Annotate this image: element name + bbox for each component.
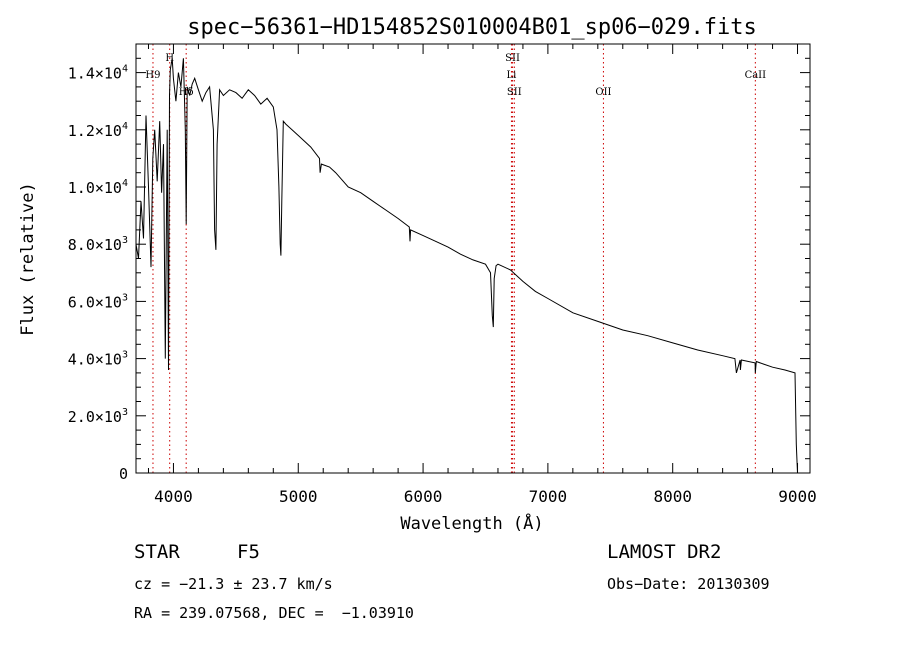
line-marker-label-4: Li [507, 70, 517, 81]
y-axis: 0 2.0×103 4.0×103 6.0×103 8.0×103 1.0×104 1.2×… [68, 57, 810, 483]
x-tick-label-0: 4000 [154, 487, 193, 506]
object-subclass: F5 [237, 541, 260, 563]
y-tick-label-4: 8.0×103 [68, 235, 128, 254]
line-marker-label-1: H [165, 53, 174, 64]
coordinates: RA = 239.07568, DEC = −1.03910 [134, 604, 414, 622]
survey-name: LAMOST DR2 [607, 541, 722, 563]
line-marker-label-3: SII [505, 53, 520, 64]
line-marker-label-2: Hδ [179, 87, 194, 98]
line-marker-label-6: OII [595, 87, 611, 98]
plot-frame [135, 43, 811, 474]
line-marker-label-5: SII [507, 87, 522, 98]
x-tick-label-5: 9000 [778, 487, 817, 506]
line-marker-label-0: H9 [145, 70, 160, 81]
y-tick-label-1: 2.0×103 [68, 407, 128, 426]
spectrum-line [135, 58, 798, 474]
x-tick-label-3: 7000 [529, 487, 568, 506]
y-axis-label: Flux (relative) [18, 182, 38, 336]
object-class: STAR [134, 541, 180, 563]
y-tick-label-6: 1.2×104 [68, 121, 128, 140]
observation-date: Obs−Date: 20130309 [607, 575, 770, 593]
x-tick-label-1: 5000 [279, 487, 318, 506]
x-axis-label: Wavelength (Å) [400, 512, 543, 534]
y-tick-label-0: 0 [119, 465, 128, 483]
y-tick-label-2: 4.0×103 [68, 350, 128, 369]
line-marker-label-7: CaII [745, 70, 767, 81]
chart-title: spec−56361−HD154852S010004B01_sp06−029.f… [187, 15, 757, 40]
emission-line-labels: H9 H Hδ SII Li SII OII CaII [145, 53, 766, 98]
x-tick-label-4: 8000 [653, 487, 692, 506]
y-tick-label-5: 1.0×104 [68, 178, 128, 197]
x-axis: 4000 5000 6000 7000 8000 9000 [147, 44, 817, 506]
y-tick-label-7: 1.4×104 [68, 64, 128, 83]
emission-line-markers [152, 44, 756, 473]
x-tick-label-2: 6000 [404, 487, 443, 506]
y-tick-label-3: 6.0×103 [68, 292, 128, 311]
redshift-cz: cz = −21.3 ± 23.7 km/s [134, 575, 333, 593]
